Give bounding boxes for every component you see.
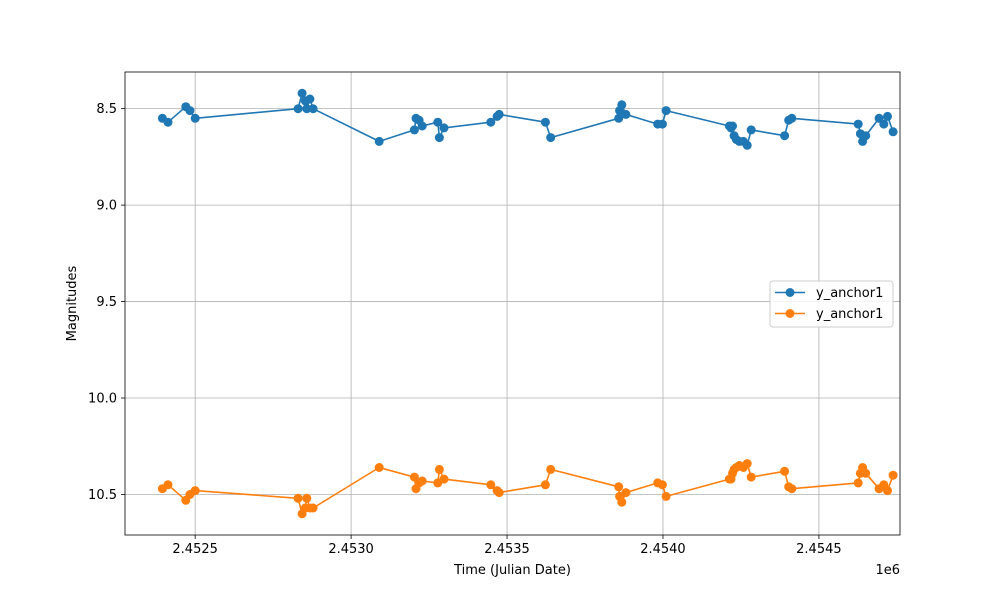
data-point — [494, 488, 504, 498]
data-point — [486, 480, 496, 490]
data-point — [434, 464, 444, 474]
data-point — [657, 119, 667, 129]
data-point — [302, 493, 312, 503]
data-point — [853, 119, 863, 129]
x-axis-label: Time (Julian Date) — [453, 563, 571, 578]
data-point — [861, 131, 871, 141]
x-tick-label: 2.4535 — [484, 542, 530, 557]
y-tick-label: 9.0 — [96, 199, 117, 214]
x-tick-label: 2.4545 — [796, 542, 842, 557]
data-point — [486, 117, 496, 127]
data-point — [546, 464, 556, 474]
legend-marker — [785, 288, 795, 297]
series-2 — [157, 459, 898, 519]
legend-label: y_anchor1 — [816, 286, 883, 301]
series-1 — [157, 88, 898, 150]
data-point — [302, 104, 312, 114]
data-point — [787, 484, 797, 494]
data-point — [540, 480, 550, 490]
data-point — [853, 478, 863, 488]
legend: y_anchor1 y_anchor1 — [769, 280, 894, 328]
data-point — [621, 488, 631, 498]
data-point — [888, 470, 898, 480]
data-point — [746, 472, 756, 482]
data-point — [614, 482, 624, 492]
data-point — [661, 491, 671, 501]
data-point — [614, 113, 624, 123]
data-point — [661, 106, 671, 116]
data-point — [434, 133, 444, 143]
data-point — [308, 503, 318, 513]
grid-lines — [125, 72, 900, 535]
x-axis-offset-label: 1e6 — [875, 563, 900, 578]
series-layer — [157, 88, 898, 519]
plot-frame — [124, 71, 901, 536]
data-point — [742, 140, 752, 150]
data-point — [439, 474, 449, 484]
data-point — [190, 486, 200, 496]
data-point — [883, 486, 892, 496]
data-point — [617, 100, 627, 110]
data-point — [190, 113, 200, 123]
x-tick-label: 2.4540 — [640, 542, 686, 557]
data-point — [787, 113, 797, 123]
data-point — [883, 111, 892, 121]
data-point — [657, 480, 667, 490]
data-point — [374, 136, 384, 146]
data-point — [409, 125, 419, 135]
data-point — [297, 88, 307, 98]
data-point — [308, 104, 318, 114]
y-tick-label: 10.0 — [88, 392, 117, 407]
axis-ticks: 2.4525 2.4530 2.4535 2.4540 2.4545 8.5 9.0 9.5 1… — [88, 102, 842, 557]
data-point — [433, 117, 443, 127]
data-point — [417, 476, 427, 486]
legend-marker — [785, 309, 795, 318]
data-point — [879, 119, 889, 129]
data-point — [439, 123, 449, 133]
data-point — [293, 104, 303, 114]
x-tick-label: 2.4530 — [328, 542, 374, 557]
data-point — [617, 497, 627, 507]
data-point — [293, 493, 303, 503]
y-tick-label: 10.5 — [88, 488, 117, 503]
y-tick-label: 9.5 — [96, 295, 117, 310]
data-point — [861, 468, 871, 478]
x-tick-label: 2.4525 — [172, 542, 218, 557]
data-point — [417, 121, 427, 131]
data-point — [746, 125, 756, 135]
data-point — [780, 131, 790, 141]
data-point — [621, 109, 631, 119]
data-point — [305, 94, 315, 104]
data-point — [163, 117, 173, 127]
data-point — [742, 459, 752, 469]
data-point — [163, 480, 173, 490]
data-point — [780, 466, 790, 476]
data-point — [888, 127, 898, 137]
y-tick-label: 8.5 — [96, 102, 117, 117]
y-axis-label: Magnitudes — [65, 265, 80, 341]
data-point — [185, 106, 195, 116]
data-point — [374, 463, 384, 472]
legend-label: y_anchor1 — [816, 307, 883, 322]
data-point — [546, 133, 556, 143]
data-point — [540, 117, 550, 127]
data-point — [494, 109, 504, 119]
data-point — [728, 121, 737, 131]
